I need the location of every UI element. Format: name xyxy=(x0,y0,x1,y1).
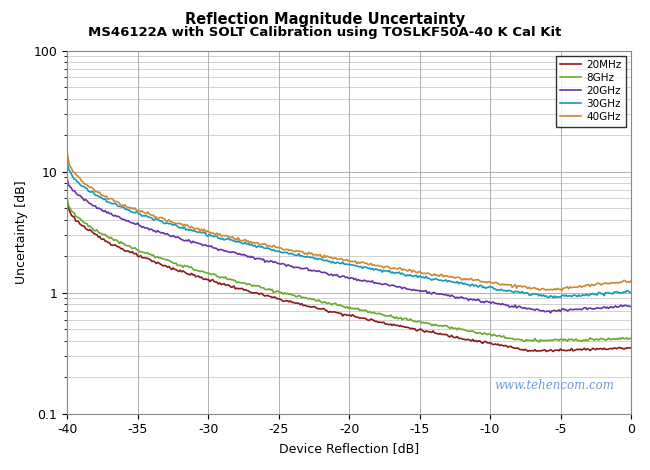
Legend: 20MHz, 8GHz, 20GHz, 30GHz, 40GHz: 20MHz, 8GHz, 20GHz, 30GHz, 40GHz xyxy=(556,56,626,126)
8GHz xyxy=(131,245,139,251)
8GHz xyxy=(418,320,426,326)
30GHz xyxy=(131,210,139,216)
40GHz xyxy=(247,239,255,244)
30GHz xyxy=(470,283,478,289)
Text: Reflection Magnitude Uncertainty: Reflection Magnitude Uncertainty xyxy=(185,12,465,27)
8GHz xyxy=(247,282,255,288)
30GHz xyxy=(247,242,255,247)
20GHz xyxy=(473,297,481,303)
40GHz xyxy=(131,205,139,211)
30GHz xyxy=(473,283,481,289)
Line: 30GHz: 30GHz xyxy=(67,161,631,298)
30GHz xyxy=(627,290,635,295)
40GHz xyxy=(63,149,71,155)
Text: www.tehencom.com: www.tehencom.com xyxy=(494,379,614,392)
30GHz xyxy=(63,158,71,164)
20MHz xyxy=(470,338,478,344)
20MHz xyxy=(247,290,255,295)
30GHz xyxy=(418,274,426,280)
Line: 20MHz: 20MHz xyxy=(67,204,631,352)
Line: 40GHz: 40GHz xyxy=(67,152,631,290)
8GHz xyxy=(287,291,294,297)
Line: 20GHz: 20GHz xyxy=(67,179,631,313)
40GHz xyxy=(473,277,481,283)
40GHz xyxy=(558,288,566,293)
X-axis label: Device Reflection [dB]: Device Reflection [dB] xyxy=(279,442,419,455)
20MHz xyxy=(627,345,635,351)
40GHz xyxy=(418,270,426,276)
8GHz xyxy=(535,339,543,345)
20GHz xyxy=(247,255,255,260)
Y-axis label: Uncertainty [dB]: Uncertainty [dB] xyxy=(15,180,28,284)
20GHz xyxy=(418,288,426,294)
8GHz xyxy=(473,330,481,336)
20GHz xyxy=(470,297,478,302)
20MHz xyxy=(131,251,139,257)
20MHz xyxy=(473,339,481,345)
8GHz xyxy=(627,336,635,341)
40GHz xyxy=(287,247,294,253)
20MHz xyxy=(287,298,294,304)
Text: MS46122A with SOLT Calibration using TOSLKF50A-40 K Cal Kit: MS46122A with SOLT Calibration using TOS… xyxy=(88,26,562,39)
40GHz xyxy=(470,278,478,283)
8GHz xyxy=(470,329,478,335)
8GHz xyxy=(63,196,71,201)
30GHz xyxy=(287,251,294,256)
40GHz xyxy=(627,278,635,284)
20GHz xyxy=(131,221,139,227)
20MHz xyxy=(542,349,550,354)
Line: 8GHz: 8GHz xyxy=(67,198,631,342)
20GHz xyxy=(547,310,554,316)
30GHz xyxy=(549,295,557,301)
20GHz xyxy=(627,304,635,309)
20MHz xyxy=(418,327,426,333)
20GHz xyxy=(287,263,294,269)
20GHz xyxy=(63,176,71,181)
20MHz xyxy=(63,201,71,206)
